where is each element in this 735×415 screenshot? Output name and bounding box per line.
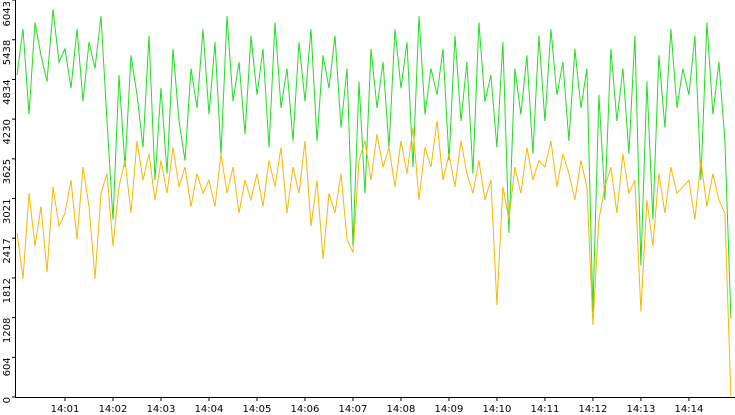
x-tick-label: 14:08	[387, 404, 416, 415]
y-tick-label: 4230	[2, 119, 13, 144]
x-tick-label: 14:04	[195, 404, 224, 415]
x-tick-label: 14:06	[291, 404, 320, 415]
y-tick-label: 1208	[2, 318, 13, 343]
series-line	[16, 9, 732, 319]
x-tick-label: 14:12	[579, 404, 608, 415]
y-tick-label: 6043	[2, 1, 13, 26]
x-tick-label: 14:02	[99, 404, 128, 415]
x-tick-label: 14:09	[435, 404, 464, 415]
y-tick-label: 604	[2, 357, 13, 376]
x-tick-label: 14:11	[531, 404, 560, 415]
y-tick-label: 1812	[2, 278, 13, 303]
y-tick-label: 5438	[2, 40, 13, 65]
x-tick-label: 14:07	[339, 404, 368, 415]
y-tick-label: 3625	[2, 159, 13, 184]
y-tick-label: 3021	[2, 199, 13, 224]
x-tick-label: 14:03	[147, 404, 176, 415]
x-tick-label: 14:10	[483, 404, 512, 415]
y-tick-label: 4834	[2, 79, 13, 104]
x-tick-label: 14:14	[675, 404, 704, 415]
x-tick-label: 14:05	[243, 404, 272, 415]
x-tick-label: 14:01	[51, 404, 80, 415]
x-tick-label: 14:13	[627, 404, 656, 415]
y-tick-label: 2417	[2, 238, 13, 263]
y-tick-label: 0	[2, 397, 13, 403]
series-line	[16, 121, 732, 398]
